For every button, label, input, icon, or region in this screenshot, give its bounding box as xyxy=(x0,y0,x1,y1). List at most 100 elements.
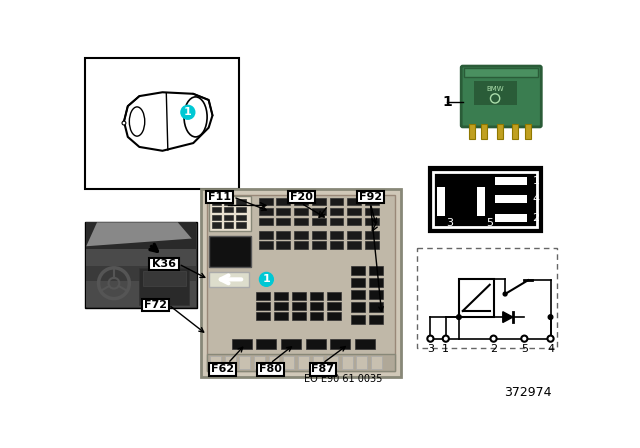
Bar xyxy=(327,356,338,369)
Bar xyxy=(417,248,557,348)
Bar xyxy=(224,207,234,212)
Polygon shape xyxy=(503,312,513,323)
Bar xyxy=(312,231,326,238)
Circle shape xyxy=(181,105,195,119)
Bar xyxy=(464,68,538,77)
Bar xyxy=(327,293,341,300)
Bar xyxy=(236,199,246,205)
Bar xyxy=(330,241,344,249)
Bar xyxy=(239,356,250,369)
Bar xyxy=(288,191,315,203)
Bar xyxy=(257,293,270,300)
Bar xyxy=(207,195,395,371)
Bar xyxy=(294,241,308,249)
Bar xyxy=(294,218,308,225)
Bar xyxy=(342,356,353,369)
Bar xyxy=(469,124,475,139)
Bar xyxy=(212,199,221,205)
Bar xyxy=(365,241,379,249)
Circle shape xyxy=(259,272,273,286)
Bar xyxy=(276,241,291,249)
Bar xyxy=(330,339,350,349)
Text: 3: 3 xyxy=(446,218,453,228)
Bar xyxy=(236,215,246,220)
Bar xyxy=(365,231,379,238)
Text: 1: 1 xyxy=(532,176,540,186)
Text: 1: 1 xyxy=(442,95,452,109)
Bar xyxy=(257,363,284,375)
Text: K36: K36 xyxy=(152,259,176,269)
Bar xyxy=(525,124,531,139)
Bar xyxy=(224,215,234,220)
Bar xyxy=(497,124,503,139)
Bar xyxy=(212,222,221,228)
Bar xyxy=(259,198,273,206)
Bar xyxy=(86,222,196,250)
Bar xyxy=(257,302,270,310)
Bar xyxy=(477,187,485,216)
Text: EO E90 61 0035: EO E90 61 0035 xyxy=(303,374,382,383)
Bar xyxy=(143,271,186,286)
Bar xyxy=(276,208,291,215)
Circle shape xyxy=(490,336,497,342)
Bar xyxy=(348,231,361,238)
Text: 3: 3 xyxy=(427,345,434,354)
Bar xyxy=(330,231,344,238)
Bar xyxy=(292,302,306,310)
Bar xyxy=(269,356,280,369)
Bar xyxy=(310,313,323,320)
Bar xyxy=(212,215,221,220)
Bar xyxy=(276,198,291,206)
Bar xyxy=(284,356,294,369)
Bar xyxy=(207,354,395,371)
Text: 2: 2 xyxy=(532,213,540,223)
Text: F87: F87 xyxy=(312,365,335,375)
Text: 4: 4 xyxy=(532,194,540,204)
Bar xyxy=(495,214,527,222)
Bar xyxy=(512,124,518,139)
Bar xyxy=(224,199,234,205)
Bar xyxy=(276,218,291,225)
Text: 372974: 372974 xyxy=(504,386,551,399)
Bar xyxy=(495,195,527,203)
Text: F11: F11 xyxy=(208,192,231,202)
Bar xyxy=(348,198,361,206)
Text: 2: 2 xyxy=(490,345,497,354)
Bar xyxy=(351,266,365,275)
Text: F80: F80 xyxy=(259,365,282,375)
Bar xyxy=(351,302,365,312)
Bar xyxy=(312,208,326,215)
Bar xyxy=(232,339,252,349)
Bar xyxy=(257,339,276,349)
Bar xyxy=(481,124,488,139)
Circle shape xyxy=(456,315,461,319)
Bar xyxy=(298,356,308,369)
Bar xyxy=(210,356,221,369)
Bar xyxy=(351,278,365,287)
Circle shape xyxy=(503,292,507,296)
Bar xyxy=(330,198,344,206)
Bar xyxy=(330,218,344,225)
Circle shape xyxy=(548,315,553,319)
Text: 1: 1 xyxy=(262,274,270,284)
Bar xyxy=(209,271,249,287)
Bar xyxy=(495,177,527,185)
Bar xyxy=(348,218,361,225)
Bar xyxy=(357,191,384,203)
Bar xyxy=(351,290,365,299)
Bar xyxy=(312,356,323,369)
Bar xyxy=(369,266,383,275)
Bar xyxy=(201,189,401,377)
Bar xyxy=(236,207,246,212)
Ellipse shape xyxy=(184,97,207,137)
Bar xyxy=(327,313,341,320)
Text: F92: F92 xyxy=(359,192,382,202)
Bar xyxy=(86,58,239,189)
Circle shape xyxy=(443,336,449,342)
Ellipse shape xyxy=(129,107,145,136)
Bar xyxy=(312,198,326,206)
Bar xyxy=(294,231,308,238)
Bar xyxy=(433,172,538,227)
Bar xyxy=(312,218,326,225)
Bar xyxy=(348,208,361,215)
